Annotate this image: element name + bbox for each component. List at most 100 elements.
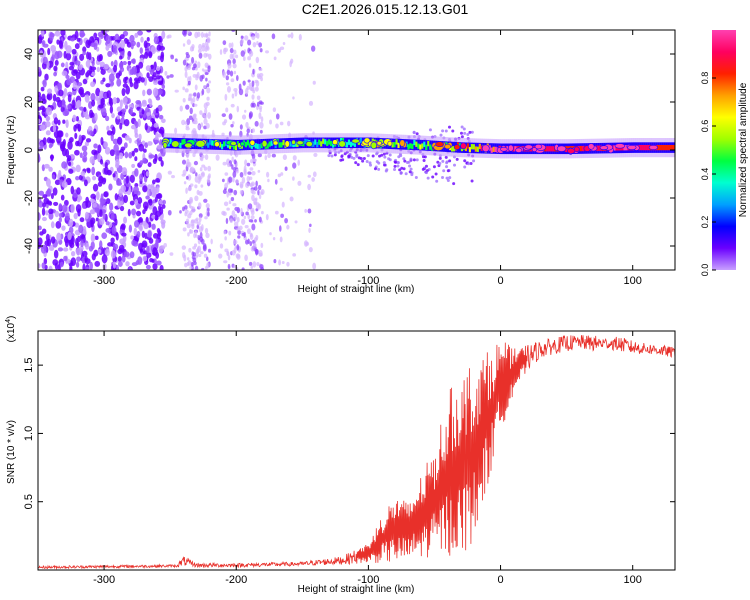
noise-cell [147,162,152,168]
noise-cell [116,181,123,186]
noise-cell [188,75,192,83]
noise-cell [193,92,197,97]
noise-cell [204,154,209,161]
fan-cell [396,164,400,168]
noise-cell [141,101,147,107]
tone-cell [353,141,356,147]
colorbar: 0.0 0.2 0.4 0.6 0.8 Normalized spectral ampl… [700,30,749,276]
noise-cell [134,156,138,162]
noise-cell [289,196,294,202]
noise-cell [63,255,68,262]
noise-cell [204,265,208,270]
noise-cell [39,231,44,236]
fan-cell [470,130,474,134]
noise-cell [182,227,187,232]
noise-cell [90,217,96,225]
noise-cell [198,253,202,258]
snr-y-axis-label: SNR (10 * v/v) [6,420,17,484]
noise-cell [127,60,132,66]
noise-cell [169,74,174,78]
tone-cell [476,146,479,152]
noise-cell [200,184,204,188]
noise-cell [50,236,56,244]
noise-cell [68,218,74,227]
noise-cell [225,75,229,81]
noise-cell [241,114,247,120]
noise-cell [131,208,137,216]
noise-cell [61,180,68,188]
snr-x-axis: -300 -200 -100 0 100 [93,331,642,586]
noise-cell [74,132,78,140]
noise-cell [151,188,157,197]
noise-cell [74,149,80,156]
noise-cell [226,69,231,76]
noise-cell [112,173,116,178]
noise-cell [142,157,148,164]
noise-cell [312,262,317,270]
snr-y-axis: 0.5 1.0 1.5 [23,357,675,509]
noise-cell [245,121,249,128]
noise-cell [38,225,42,231]
tone-cell [657,144,660,151]
y-tick-label: -20 [23,190,35,206]
noise-cell [252,261,257,268]
noise-cell [152,232,159,239]
noise-cell [145,65,151,72]
tone-cell [669,144,672,151]
fan-cell [347,154,351,158]
noise-cell [50,154,54,162]
noise-cell [71,99,76,109]
noise-cell [81,250,88,257]
noise-cell [156,89,163,95]
noise-cell [139,173,144,182]
noise-cell [227,255,231,261]
noise-cell [244,224,249,229]
noise-cell [185,52,189,56]
noise-cell [124,104,128,110]
noise-cell [152,87,159,97]
noise-cell [247,79,251,83]
tone-blob [272,140,279,146]
noise-cell [245,239,249,245]
fan-cell [333,153,337,157]
tone-cell [312,141,315,147]
noise-cell [203,69,208,73]
noise-cell [42,43,49,48]
fan-cell [409,157,413,161]
noise-cell [141,230,146,239]
noise-cell [194,31,199,39]
noise-cell [195,172,198,177]
noise-cell [94,112,98,122]
fan-cell [340,154,344,158]
noise-cell [53,71,57,77]
noise-cell [309,223,312,227]
fan-cell [441,129,445,133]
noise-cell [91,99,96,107]
noise-cell [50,138,55,144]
tone-cell [395,139,398,145]
noise-cell [50,192,54,200]
noise-cell [89,198,96,204]
noise-cell [191,56,195,64]
noise-cell [237,235,241,239]
noise-cell [222,40,227,46]
tone-cell [250,143,253,149]
noise-cell [79,217,85,223]
noise-cell [104,248,110,257]
noise-cell [122,97,128,104]
noise-cell [61,225,66,231]
noise-cell [189,183,194,187]
tone-cell [550,146,553,152]
noise-cell [99,217,105,226]
fan-cell [468,130,472,134]
noise-cell [69,242,75,249]
noise-cell [101,232,108,240]
noise-cell [48,245,55,251]
fan-cell [382,161,386,165]
x-tick-label: -100 [357,574,379,586]
noise-cell [226,85,232,93]
noise-cell [82,78,88,85]
noise-cell [197,124,201,131]
noise-cell [61,161,68,169]
noise-cell [204,62,209,68]
